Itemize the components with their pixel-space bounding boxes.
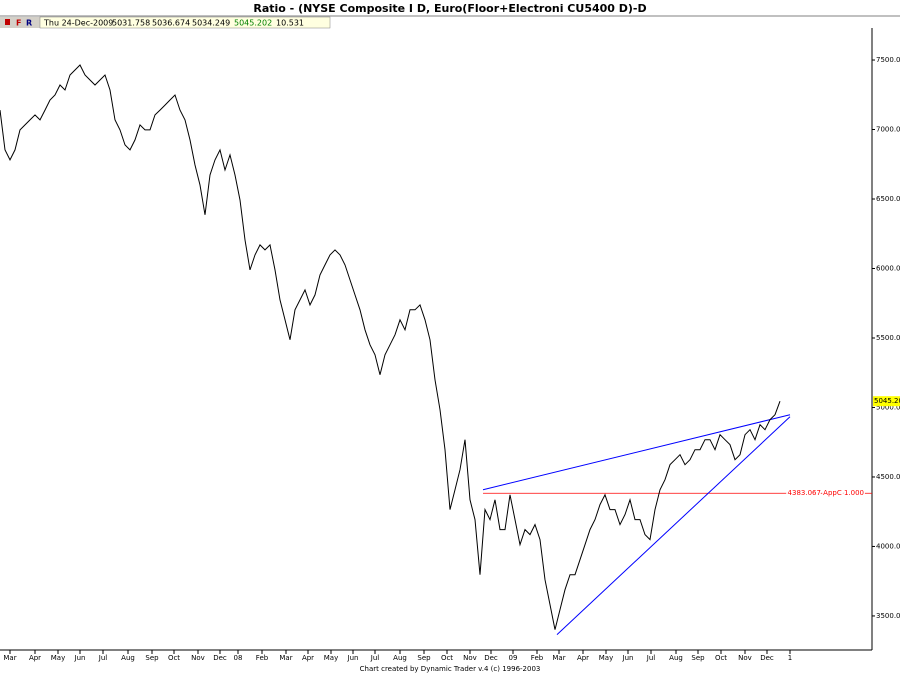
info-value: 5036.674 [152, 19, 190, 28]
x-tick-label: Aug [393, 654, 407, 662]
toolbar-icon [5, 19, 10, 25]
x-tick-label: Mar [3, 654, 16, 662]
x-tick-label: Jul [646, 654, 656, 662]
x-tick-label: May [599, 654, 613, 662]
y-tick-label: 6000.00 [876, 264, 900, 272]
x-tick-label: Jun [622, 654, 634, 662]
footer: Chart created by Dynamic Trader v.4 (c) … [360, 665, 541, 673]
x-tick-label: Apr [577, 654, 589, 662]
x-tick-label: Mar [552, 654, 565, 662]
x-tick-label: Feb [531, 654, 544, 662]
x-tick-label: May [324, 654, 338, 662]
x-tick-label: Apr [302, 654, 314, 662]
x-tick-label: Nov [738, 654, 752, 662]
x-tick-label: Jun [74, 654, 86, 662]
x-tick-label: Jul [98, 654, 108, 662]
trend-line [482, 414, 791, 491]
toolbar-button[interactable]: F [16, 19, 21, 28]
y-tick-label: 4500.00 [876, 473, 900, 481]
x-tick-label: Oct [715, 654, 727, 662]
x-tick-label: 09 [509, 654, 518, 662]
info-value: 5045.202 [234, 19, 272, 28]
toolbar [0, 17, 40, 28]
x-tick-label: Mar [279, 654, 292, 662]
x-tick-label: Sep [417, 654, 431, 662]
level-label: 4383.067 AppC 1.000 [788, 489, 864, 497]
x-tick-label: Jul [370, 654, 380, 662]
x-tick-label: Nov [463, 654, 477, 662]
toolbar-button[interactable]: R [26, 19, 32, 28]
info-value: 10.531 [276, 19, 304, 28]
info-value: 5031.758 [112, 19, 150, 28]
right-axis-panel [872, 28, 900, 650]
info-value: 5034.249 [192, 19, 230, 28]
y-tick-label: 6500.00 [876, 195, 900, 203]
x-tick-label: Nov [191, 654, 205, 662]
x-tick-label: Jun [347, 654, 359, 662]
x-tick-label: May [51, 654, 65, 662]
info-bar [39, 16, 331, 29]
y-tick-label: 5000.00 [876, 403, 900, 411]
x-tick-label: Sep [145, 654, 159, 662]
x-tick-label: Sep [691, 654, 705, 662]
x-tick-label: Apr [29, 654, 41, 662]
last-value-label: 5045.20 [874, 397, 900, 405]
x-tick-label: Aug [121, 654, 135, 662]
y-tick-label: 4000.00 [876, 542, 900, 550]
x-tick-label: Aug [669, 654, 683, 662]
info-value: Thu 24-Dec-2009 [43, 19, 113, 28]
y-tick-label: 3500.00 [876, 612, 900, 620]
x-tick-label: Dec [760, 654, 774, 662]
x-tick-label: Oct [168, 654, 180, 662]
y-tick-label: 7000.00 [876, 126, 900, 134]
x-tick-label: 08 [234, 654, 243, 662]
x-tick-label: Dec [213, 654, 227, 662]
y-tick-label: 5500.00 [876, 334, 900, 342]
y-tick-label: 7500.00 [876, 56, 900, 64]
trend-line [556, 416, 791, 635]
title-bar [0, 0, 900, 16]
x-tick-label: Oct [441, 654, 453, 662]
price-line [0, 64, 781, 630]
x-tick-label: Feb [256, 654, 269, 662]
x-tick-label: Dec [484, 654, 498, 662]
x-tick-label: 1 [788, 654, 792, 662]
last-value-tag [873, 396, 900, 407]
chart-title: Ratio - (NYSE Composite I D, Euro(Floor+… [253, 2, 646, 15]
